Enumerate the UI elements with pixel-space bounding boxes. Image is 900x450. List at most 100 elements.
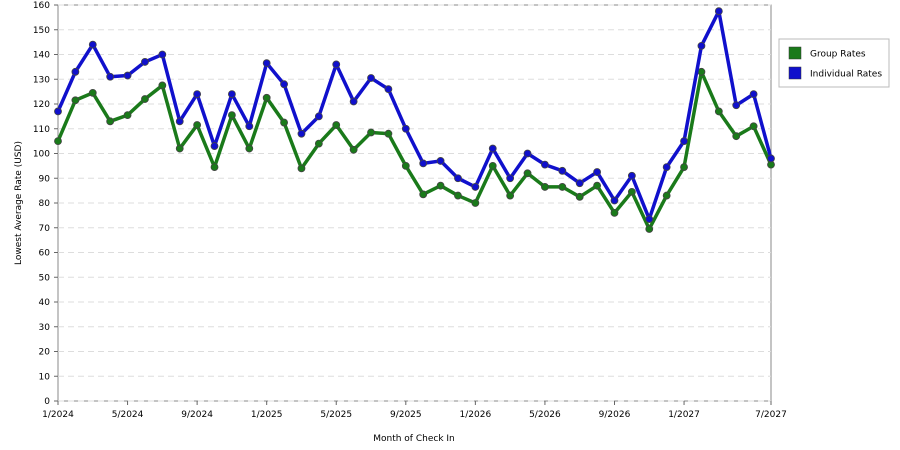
- data-point: [454, 174, 462, 183]
- y-tick-label: 100: [33, 150, 50, 160]
- x-axis-label: Month of Check In: [373, 434, 455, 444]
- y-tick-label: 0: [44, 397, 50, 407]
- data-point: [367, 128, 375, 137]
- x-tick-label: 1/2027: [668, 410, 700, 420]
- x-tick-label: 1/2024: [42, 410, 74, 420]
- data-point: [349, 145, 358, 154]
- data-point: [332, 60, 341, 69]
- data-point: [627, 171, 636, 180]
- data-point: [193, 121, 202, 129]
- data-point: [71, 67, 80, 76]
- data-point: [506, 191, 515, 200]
- legend-swatch: [788, 66, 802, 80]
- data-point: [645, 215, 654, 223]
- y-tick-label: 70: [39, 224, 51, 234]
- y-tick-label: 120: [33, 100, 50, 110]
- y-axis-label: Lowest Average Rate (USD): [14, 141, 24, 265]
- data-point: [575, 192, 584, 201]
- data-point: [558, 166, 567, 175]
- data-point: [314, 112, 323, 121]
- y-tick-label: 140: [33, 51, 50, 61]
- data-point: [158, 81, 167, 90]
- data-point: [71, 96, 80, 105]
- data-point: [210, 163, 219, 172]
- data-point: [488, 161, 497, 170]
- series-line: [56, 9, 773, 221]
- data-point: [193, 90, 202, 98]
- data-point: [54, 137, 62, 146]
- x-tick-label: 5/2026: [529, 410, 561, 420]
- y-tick-label: 150: [33, 26, 50, 36]
- data-point: [523, 169, 532, 178]
- data-point: [714, 7, 723, 16]
- x-tick-label: 5/2025: [320, 410, 352, 420]
- data-point: [228, 90, 236, 98]
- y-tick-label: 80: [39, 199, 51, 209]
- data-point: [662, 191, 671, 200]
- legend-label: Individual Rates: [810, 70, 882, 80]
- data-point: [54, 107, 62, 116]
- data-point: [471, 199, 480, 207]
- data-point: [297, 129, 306, 138]
- data-point: [419, 159, 428, 168]
- y-tick-label: 30: [39, 323, 51, 333]
- data-point: [627, 187, 636, 196]
- data-point: [262, 59, 271, 68]
- data-point: [645, 225, 654, 233]
- data-point: [697, 41, 706, 50]
- data-point: [575, 179, 584, 188]
- data-point: [314, 139, 323, 148]
- legend-label: Group Rates: [810, 50, 866, 60]
- x-tick-label: 7/2027: [755, 410, 787, 420]
- data-point: [436, 181, 445, 190]
- series-line: [56, 70, 773, 231]
- data-point: [436, 157, 445, 165]
- data-point: [141, 95, 149, 103]
- data-point: [471, 183, 480, 191]
- data-point: [732, 101, 741, 110]
- data-point: [175, 144, 184, 153]
- data-point: [245, 144, 254, 153]
- x-tick-label: 1/2026: [460, 410, 492, 420]
- data-point: [349, 97, 358, 106]
- data-point: [123, 71, 132, 80]
- data-point: [454, 191, 462, 200]
- data-point: [88, 40, 97, 49]
- y-tick-label: 90: [39, 174, 51, 184]
- data-point: [593, 181, 601, 190]
- data-point: [245, 122, 254, 131]
- data-point: [297, 164, 306, 173]
- data-point: [732, 132, 741, 141]
- y-tick-label: 10: [39, 372, 51, 382]
- data-point: [384, 85, 393, 94]
- data-point: [680, 163, 688, 172]
- data-point: [697, 67, 706, 76]
- data-point: [384, 129, 393, 138]
- legend-swatch: [788, 46, 802, 60]
- data-point: [175, 117, 184, 126]
- data-point: [610, 196, 619, 205]
- data-point: [749, 90, 758, 98]
- data-point: [401, 124, 410, 133]
- y-tick-label: 160: [33, 1, 50, 11]
- data-point: [401, 161, 410, 170]
- data-point: [228, 111, 236, 120]
- data-point: [541, 183, 549, 191]
- data-point: [106, 117, 115, 126]
- y-tick-label: 40: [39, 298, 51, 308]
- data-point: [662, 163, 671, 172]
- data-point: [332, 121, 341, 129]
- data-point: [558, 183, 567, 191]
- data-point: [262, 93, 271, 102]
- x-tick-label: 9/2024: [181, 410, 213, 420]
- y-tick-label: 60: [39, 249, 51, 259]
- legend: [778, 38, 890, 88]
- data-point: [367, 74, 375, 82]
- x-tick-label: 1/2025: [251, 410, 283, 420]
- data-point: [210, 142, 219, 150]
- y-tick-label: 50: [39, 273, 51, 283]
- data-point: [680, 137, 688, 146]
- x-tick-label: 9/2026: [599, 410, 631, 420]
- data-point: [541, 160, 549, 169]
